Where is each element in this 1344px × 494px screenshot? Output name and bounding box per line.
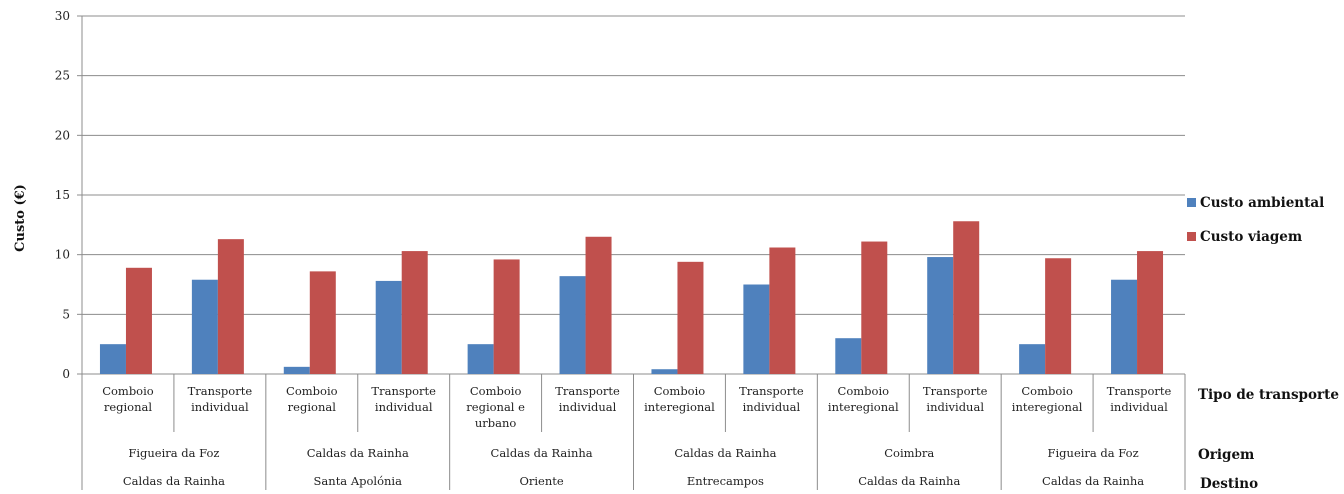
row-label-destino: Destino <box>1200 476 1258 492</box>
y-tick-labels: 0 5 10 15 20 25 30 <box>55 9 70 381</box>
category-label-tipo: regional <box>288 400 337 414</box>
legend: Custo ambiental Custo viagem <box>1187 195 1324 245</box>
category-label-destino: Caldas da Rainha <box>858 474 960 488</box>
category-label-tipo: Comboio <box>654 384 706 398</box>
legend-swatch-custo-viagem <box>1187 232 1196 241</box>
legend-label-custo-ambiental: Custo ambiental <box>1200 195 1324 211</box>
y-tick-label: 20 <box>55 128 70 142</box>
legend-swatch-custo-ambiental <box>1187 198 1196 207</box>
bar-custo-viagem <box>769 247 796 374</box>
category-label-tipo: Transporte <box>923 384 988 398</box>
bar-custo-ambiental <box>283 366 310 374</box>
category-label-tipo: individual <box>559 400 617 414</box>
category-label-tipo: Transporte <box>371 384 436 398</box>
category-label-tipo: Transporte <box>188 384 253 398</box>
bar-custo-viagem <box>677 261 704 374</box>
category-label-tipo: urbano <box>475 416 517 430</box>
category-label-tipo: Comboio <box>838 384 890 398</box>
category-label-destino: Caldas da Rainha <box>1042 474 1144 488</box>
category-labels: Comboio regional Transporte individual Combo… <box>102 384 1171 488</box>
category-label-destino: Caldas da Rainha <box>123 474 225 488</box>
category-label-origem: Caldas da Rainha <box>491 446 593 460</box>
category-label-tipo: individual <box>743 400 801 414</box>
bar-custo-ambiental <box>835 338 862 374</box>
y-tick-label: 10 <box>55 248 70 262</box>
category-label-tipo: Comboio <box>286 384 338 398</box>
category-label-origem: Coimbra <box>884 446 934 460</box>
category-label-tipo: individual <box>375 400 433 414</box>
category-label-origem: Figueira da Foz <box>128 446 219 460</box>
bar-custo-viagem <box>309 271 336 374</box>
category-label-tipo: individual <box>191 400 249 414</box>
category-label-tipo: Transporte <box>1107 384 1172 398</box>
category-label-origem: Caldas da Rainha <box>674 446 776 460</box>
category-label-destino: Santa Apolónia <box>314 474 403 488</box>
category-label-tipo: Comboio <box>1021 384 1073 398</box>
category-label-origem: Figueira da Foz <box>1048 446 1139 460</box>
bar-custo-ambiental <box>743 284 770 374</box>
bars <box>99 221 1164 374</box>
category-label-destino: Oriente <box>519 474 563 488</box>
legend-label-custo-viagem: Custo viagem <box>1200 229 1302 245</box>
row-label-origem: Origem <box>1198 447 1254 463</box>
category-label-tipo: Comboio <box>102 384 154 398</box>
y-tick-label: 25 <box>55 69 70 83</box>
category-label-tipo: Comboio <box>470 384 522 398</box>
category-label-tipo: interegional <box>644 400 715 414</box>
bar-custo-viagem <box>1045 258 1072 374</box>
bar-custo-ambiental <box>651 369 678 374</box>
gridlines <box>82 15 1185 315</box>
category-label-tipo: Transporte <box>555 384 620 398</box>
bar-custo-ambiental <box>1019 344 1046 374</box>
bar-custo-viagem <box>401 251 428 374</box>
bar-custo-viagem <box>861 241 888 374</box>
bar-custo-viagem <box>1137 251 1164 374</box>
bar-custo-ambiental <box>191 279 218 374</box>
bar-custo-ambiental <box>467 344 494 374</box>
bar-custo-ambiental <box>375 280 402 374</box>
bar-custo-ambiental <box>927 257 954 374</box>
y-axis-label: Custo (€) <box>13 184 28 252</box>
category-label-tipo: regional <box>104 400 153 414</box>
category-label-tipo: interegional <box>828 400 899 414</box>
y-tick-label: 5 <box>62 307 70 321</box>
category-label-tipo: individual <box>926 400 984 414</box>
category-label-destino: Entrecampos <box>687 474 764 488</box>
bar-custo-ambiental <box>559 276 586 374</box>
row-label-tipo: Tipo de transporte <box>1198 387 1339 403</box>
y-tick-label: 30 <box>55 9 70 23</box>
y-tick-label: 0 <box>62 367 70 381</box>
bar-custo-viagem <box>585 236 612 374</box>
y-tick-label: 15 <box>55 188 70 202</box>
category-label-tipo: Transporte <box>739 384 804 398</box>
category-label-tipo: individual <box>1110 400 1168 414</box>
bar-custo-viagem <box>493 259 520 374</box>
category-label-tipo: regional e <box>466 400 525 414</box>
bar-custo-ambiental <box>99 344 126 374</box>
category-label-tipo: interegional <box>1012 400 1083 414</box>
category-label-origem: Caldas da Rainha <box>307 446 409 460</box>
bar-custo-ambiental <box>1111 279 1138 374</box>
axes <box>77 15 1186 490</box>
bar-custo-viagem <box>217 239 244 374</box>
bar-custo-viagem <box>953 221 980 374</box>
bar-custo-viagem <box>125 267 152 374</box>
